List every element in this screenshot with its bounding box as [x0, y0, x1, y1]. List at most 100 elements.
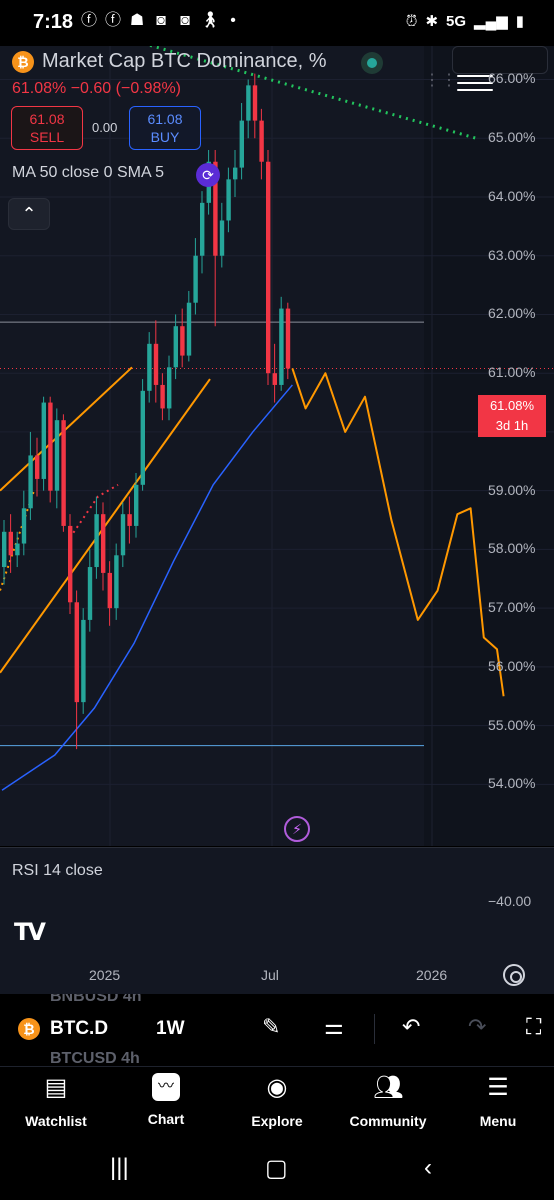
- watchlist-icon: ▤: [44, 1074, 68, 1101]
- candle-body: [107, 572, 112, 609]
- candle-body: [219, 220, 225, 256]
- time-label-jul: Jul: [261, 967, 279, 983]
- candle-body: [239, 120, 244, 168]
- chart-icon: 〰: [152, 1073, 180, 1101]
- nav-community[interactable]: 👥︎ Community: [338, 1073, 438, 1129]
- rsi-label[interactable]: RSI 14 close: [12, 862, 103, 879]
- walking-icon: 🚶︎: [200, 12, 221, 29]
- candle-body: [81, 619, 86, 703]
- candle-body: [167, 367, 172, 409]
- bar-countdown: 3d 1h: [495, 418, 529, 433]
- future-area: [424, 46, 554, 846]
- price-axis-label: 63.00%: [488, 246, 536, 263]
- community-icon: 👥︎: [373, 1074, 404, 1101]
- nav-explore[interactable]: ◉ Explore: [227, 1073, 327, 1129]
- candle-body: [140, 390, 145, 485]
- collapse-legend-button[interactable]: ⌃: [8, 198, 50, 230]
- candle-body: [233, 167, 238, 180]
- candle-body: [68, 525, 73, 603]
- chart-menu-icon[interactable]: [457, 70, 493, 96]
- candle-body: [127, 514, 132, 526]
- candle-body: [252, 85, 258, 121]
- price-axis-label: 57.00%: [488, 599, 536, 616]
- candle-body: [272, 373, 277, 385]
- recent-apps-icon[interactable]: |||: [110, 1154, 129, 1181]
- price-chart[interactable]: [0, 46, 554, 846]
- nav-menu-label: Menu: [479, 1113, 517, 1129]
- indicator-legend[interactable]: MA 50 close 0 SMA 5: [12, 164, 165, 181]
- projection-line: [291, 368, 505, 697]
- bottom-navigation: ▤ Watchlist 〰 Chart ◉ Explore 👥︎ Communi…: [0, 1066, 554, 1136]
- market-status-icon[interactable]: [361, 52, 383, 74]
- candle-body: [266, 161, 271, 374]
- buy-label: BUY: [150, 129, 180, 145]
- candle-body: [54, 420, 60, 491]
- nav-watchlist-label: Watchlist: [25, 1113, 87, 1129]
- candle-body: [213, 161, 218, 256]
- nav-watchlist[interactable]: ▤ Watchlist: [6, 1073, 106, 1129]
- rsi-axis-tick: −40.00: [488, 893, 532, 909]
- signal-icon: ▂▄▆: [474, 13, 508, 30]
- gear-icon[interactable]: [503, 964, 525, 986]
- price-axis-label: 62.00%: [488, 305, 536, 322]
- price-axis-label: 56.00%: [488, 657, 536, 674]
- time-axis[interactable]: 2025 Jul 2026: [0, 962, 554, 994]
- snapchat-icon: ☗: [129, 12, 145, 29]
- dot-icon: •: [230, 12, 236, 29]
- fullscreen-icon[interactable]: ⛶: [526, 1014, 542, 1039]
- last-price-value: 61.08%: [489, 398, 535, 413]
- undo-icon[interactable]: ↶: [402, 1014, 421, 1039]
- candle-body: [28, 455, 33, 509]
- drag-handle-icon[interactable]: ⋮⋮: [424, 72, 458, 89]
- buy-button[interactable]: 61.08 BUY: [129, 106, 201, 150]
- candle-body: [186, 302, 192, 356]
- candle-body: [21, 508, 27, 544]
- spread-value: 0.00: [92, 120, 118, 135]
- nav-chart[interactable]: 〰 Chart: [116, 1073, 216, 1127]
- indicators-icon[interactable]: ⚌: [324, 1014, 344, 1039]
- candle-body: [200, 202, 205, 256]
- system-navigation-bar: ||| ▢ ‹: [0, 1136, 554, 1200]
- instagram-icon: ◙: [180, 12, 190, 29]
- price-axis-label: 58.00%: [488, 540, 536, 557]
- chart-pane[interactable]: ₿ Market Cap BTC Dominance, % ⋮⋮ 61.08% …: [0, 46, 554, 846]
- home-icon[interactable]: ▢: [265, 1155, 288, 1182]
- network-label: 5G: [446, 12, 467, 30]
- rsi-pane[interactable]: RSI 14 close −40.00 TV: [0, 847, 554, 962]
- candle-body: [2, 531, 7, 568]
- lightning-icon[interactable]: ⚡︎: [284, 816, 310, 842]
- status-time: 7:18: [33, 11, 74, 33]
- back-icon[interactable]: ‹: [424, 1154, 432, 1181]
- sell-button[interactable]: 61.08 SELL: [11, 106, 83, 150]
- replay-icon[interactable]: ⟳: [196, 163, 220, 187]
- last-price-tag: 61.08% 3d 1h: [478, 395, 546, 437]
- toolbar-divider: [374, 1014, 375, 1044]
- price-axis-label: 66.00%: [488, 70, 536, 87]
- nav-menu[interactable]: ☰ Menu: [448, 1073, 548, 1129]
- candle-body: [226, 179, 231, 221]
- candle-body: [35, 455, 40, 479]
- redo-icon[interactable]: ↷: [468, 1014, 487, 1039]
- candle-body: [15, 543, 20, 556]
- buy-price: 61.08: [147, 111, 183, 127]
- nav-explore-label: Explore: [251, 1113, 303, 1129]
- bitcoin-icon: ₿: [18, 1018, 40, 1040]
- nav-community-label: Community: [349, 1113, 427, 1129]
- tradingview-logo-icon[interactable]: TV: [14, 918, 46, 946]
- symbol-selector[interactable]: BTC.D: [50, 1018, 109, 1039]
- ma50-line: [1, 384, 293, 791]
- candle-body: [246, 85, 251, 121]
- ghost-symbol-bottom: BTCUSD 4h: [50, 1050, 140, 1066]
- interval-selector[interactable]: 1W: [156, 1018, 185, 1039]
- draw-pencil-icon[interactable]: ✎: [262, 1014, 281, 1039]
- candle-body: [160, 384, 165, 409]
- price-change: 61.08% −0.60 (−0.98%): [12, 80, 182, 97]
- price-axis-label: 64.00%: [488, 187, 536, 204]
- trendline: [146, 46, 477, 140]
- chart-title[interactable]: ₿ Market Cap BTC Dominance, %: [12, 50, 327, 73]
- candle-body: [180, 326, 185, 356]
- channel-dotted-line: [0, 490, 35, 591]
- candle-body: [193, 255, 198, 303]
- price-axis-label: 65.00%: [488, 129, 536, 146]
- sell-price: 61.08: [29, 111, 65, 127]
